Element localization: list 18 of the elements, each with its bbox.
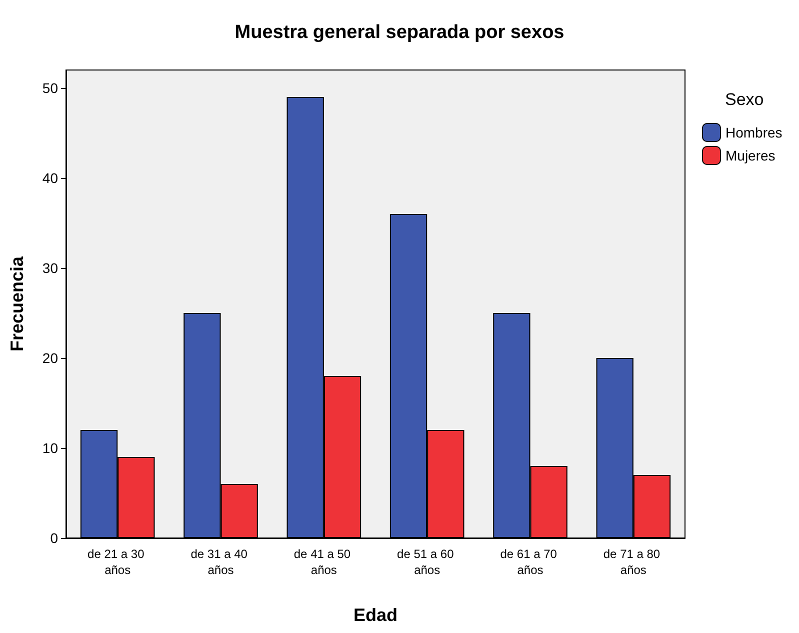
- y-tick-label: 40: [42, 170, 58, 186]
- legend-label: Hombres: [726, 124, 782, 140]
- chart-title: Muestra general separada por sexos: [234, 22, 564, 43]
- y-tick-label: 30: [42, 260, 58, 276]
- y-tick-label: 50: [42, 80, 58, 96]
- x-tick-label: de 61 a 70 años: [500, 547, 560, 577]
- x-tick-label: de 31 a 40 años: [190, 547, 251, 577]
- y-axis-title: Frecuencia: [7, 255, 27, 352]
- x-tick-label: de 51 a 60 años: [397, 547, 458, 577]
- x-tick-label: de 41 a 50 años: [294, 547, 354, 577]
- y-tick-label: 0: [50, 530, 58, 546]
- legend-title: Sexo: [725, 90, 764, 109]
- y-tick-label: 20: [42, 350, 58, 366]
- x-tick-label: de 21 a 30 años: [88, 547, 148, 577]
- legend-label: Mujeres: [726, 148, 776, 164]
- x-axis-title: Edad: [353, 605, 398, 625]
- x-tick-label: de 71 a 80 años: [603, 547, 664, 577]
- y-tick-label: 10: [42, 440, 58, 456]
